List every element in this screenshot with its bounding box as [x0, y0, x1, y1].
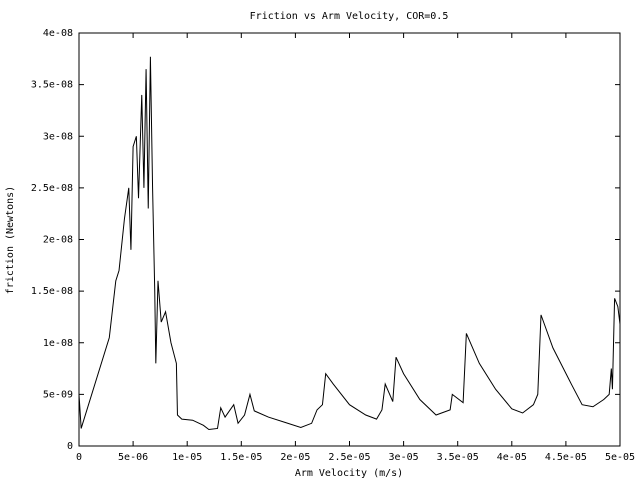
- x-tick-label: 5e-05: [605, 452, 635, 463]
- x-tick-label: 1e-05: [172, 452, 202, 463]
- y-tick-label: 2e-08: [43, 235, 73, 246]
- x-tick-label: 4e-05: [497, 452, 527, 463]
- x-tick-label: 2e-05: [280, 452, 310, 463]
- data-line: [78, 56, 621, 431]
- y-tick-label: 1e-08: [43, 338, 73, 349]
- x-tick-label: 3.5e-05: [437, 452, 479, 463]
- chart-title: Friction vs Arm Velocity, COR=0.5: [250, 11, 449, 22]
- x-tick-label: 5e-06: [118, 452, 148, 463]
- plot-frame: [78, 32, 621, 447]
- y-tick-label: 0: [67, 441, 73, 452]
- y-axis-label: friction (Newtons): [5, 186, 16, 294]
- x-tick-label: 0: [76, 452, 82, 463]
- x-axis-label: Arm Velocity (m/s): [295, 468, 403, 479]
- y-tick-label: 1.5e-08: [31, 286, 73, 297]
- y-tick-label: 3e-08: [43, 131, 73, 142]
- y-tick-label: 3.5e-08: [31, 80, 73, 91]
- x-tick-label: 1.5e-05: [220, 452, 262, 463]
- x-tick-label: 4.5e-05: [545, 452, 587, 463]
- y-tick-label: 4e-08: [43, 28, 73, 39]
- x-tick-label: 3e-05: [389, 452, 419, 463]
- x-tick-label: 2.5e-05: [328, 452, 370, 463]
- y-tick-label: 2.5e-08: [31, 183, 73, 194]
- y-tick-label: 5e-09: [43, 389, 73, 400]
